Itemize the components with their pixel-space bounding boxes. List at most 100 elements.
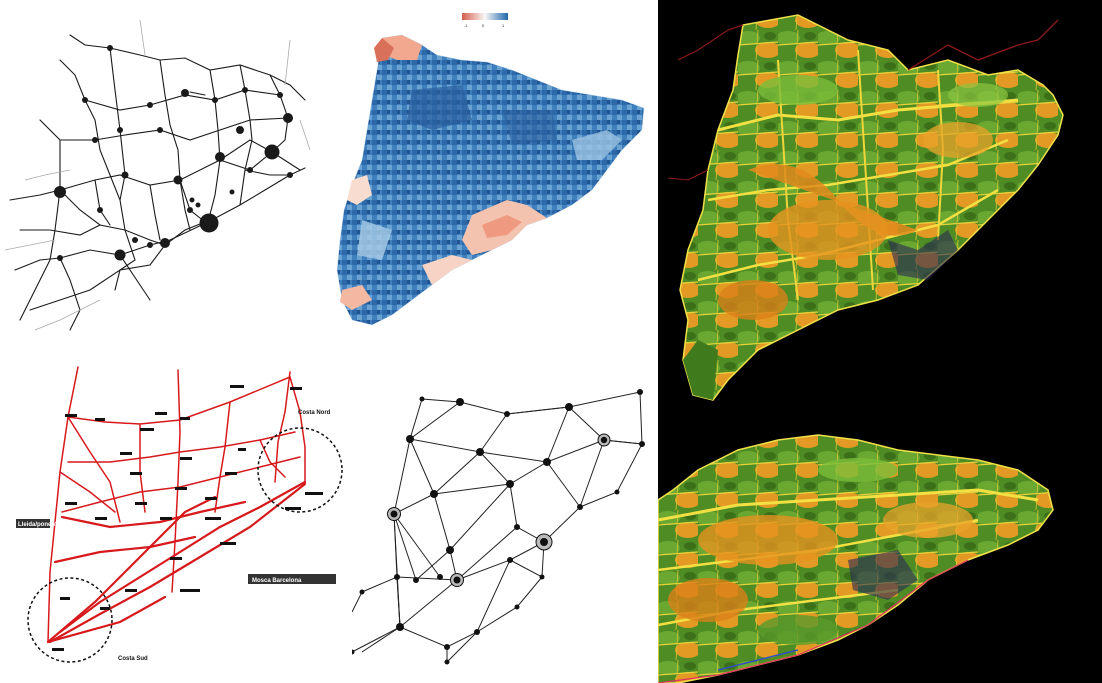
region-red-north-dark — [374, 38, 394, 62]
terrain-green-patch — [758, 615, 838, 645]
terrain-road — [658, 488, 1039, 522]
road-network-map — [0, 0, 320, 350]
metro-label-box — [248, 574, 336, 584]
terrain-urban-patch — [888, 230, 958, 280]
place-marker — [52, 648, 64, 651]
hub-node — [390, 510, 398, 518]
city-node — [283, 113, 293, 123]
city-node — [114, 249, 126, 261]
terrain-orange-patch — [718, 280, 788, 320]
hub-node — [540, 538, 548, 546]
legend-gradient — [462, 13, 508, 20]
city-node — [215, 152, 225, 162]
terrain-panel — [658, 0, 1102, 683]
red-network-labels-markers — [52, 385, 323, 651]
terrain-road — [707, 138, 1009, 202]
region-dark-blue — [502, 110, 557, 145]
place-marker — [125, 589, 137, 592]
city-node — [195, 202, 201, 208]
city-node — [121, 171, 129, 179]
graph-node — [543, 458, 551, 466]
hub-node — [453, 576, 461, 584]
terrain-orange-patch — [698, 515, 838, 565]
place-marker — [205, 497, 217, 500]
graph-node — [504, 411, 510, 417]
graph-node — [444, 659, 450, 665]
graph-node — [577, 504, 583, 510]
graph-node — [419, 396, 425, 402]
place-marker — [175, 487, 187, 490]
graph-node — [514, 604, 520, 610]
border-line — [907, 19, 1059, 71]
coastline — [658, 559, 969, 683]
south-label: Costa Sud — [118, 656, 148, 662]
choropleth-svg: -1 0 1 — [336, 13, 645, 326]
region-light — [422, 255, 472, 285]
terrain-orange-patch — [923, 122, 993, 158]
place-marker — [130, 472, 142, 475]
place-marker — [65, 502, 77, 505]
terrain-orange-patch — [883, 502, 973, 538]
city-node — [173, 175, 183, 185]
choropleth-map: -1 0 1 — [322, 0, 658, 350]
border-line — [677, 24, 744, 61]
node-graph-svg — [352, 389, 645, 665]
north-east-label: Costa Nord — [298, 410, 331, 416]
city-node — [57, 255, 63, 261]
terrain-green-patch — [683, 340, 718, 400]
region-red-south — [340, 285, 372, 310]
city-node — [157, 127, 163, 133]
city-nodes — [54, 45, 293, 261]
city-node — [212, 97, 218, 103]
graph-node — [437, 574, 443, 580]
place-marker — [160, 517, 172, 520]
place-marker — [180, 589, 200, 592]
region-light-west — [347, 175, 372, 205]
terrain-green-patch — [818, 458, 898, 482]
place-marker — [140, 428, 154, 431]
graph-node — [444, 644, 450, 650]
graph-node — [539, 574, 545, 580]
road-lines — [9, 34, 306, 331]
graph-node — [352, 649, 355, 655]
south-circle — [27, 577, 113, 663]
place-marker — [305, 492, 323, 495]
road-network-svg — [4, 19, 311, 331]
ponent-label: Lleida/ponent — [18, 522, 57, 528]
place-marker — [100, 607, 110, 610]
city-node — [82, 97, 88, 103]
place-marker — [135, 502, 147, 505]
place-marker — [205, 517, 221, 520]
graph-node — [514, 524, 520, 530]
graph-node — [474, 629, 480, 635]
place-marker — [220, 542, 236, 545]
region-red-coast-dark — [482, 215, 522, 238]
graph-node — [639, 441, 645, 447]
north-east-circle — [257, 427, 343, 513]
city-node — [277, 92, 283, 98]
graph-node — [614, 489, 620, 495]
terrain-view-lower — [658, 434, 1054, 683]
graph-node — [446, 546, 454, 554]
legend-min: -1 — [464, 23, 468, 28]
place-marker — [155, 412, 167, 415]
region-shape — [336, 34, 645, 326]
place-marker — [170, 557, 182, 560]
graph-node — [406, 435, 414, 443]
hub-nodes — [387, 433, 611, 635]
terrain-green-patch — [758, 75, 838, 105]
city-node-large — [199, 213, 219, 233]
graph-node — [430, 490, 438, 498]
city-node — [181, 89, 189, 97]
graph-node — [396, 623, 404, 631]
terrain-orange-patch — [768, 200, 888, 260]
city-node — [189, 197, 195, 203]
terrain-green-patch — [948, 83, 1008, 107]
red-network-diagram: Lleida/ponent Costa Nord Costa Sud Mosca… — [0, 352, 360, 683]
border-line — [667, 169, 709, 181]
node-graph-diagram — [352, 352, 658, 683]
red-links — [46, 366, 307, 644]
hub-node — [600, 436, 608, 444]
region-dark-blue — [407, 85, 472, 130]
metro-label: Mosca Barcelona — [252, 578, 302, 584]
